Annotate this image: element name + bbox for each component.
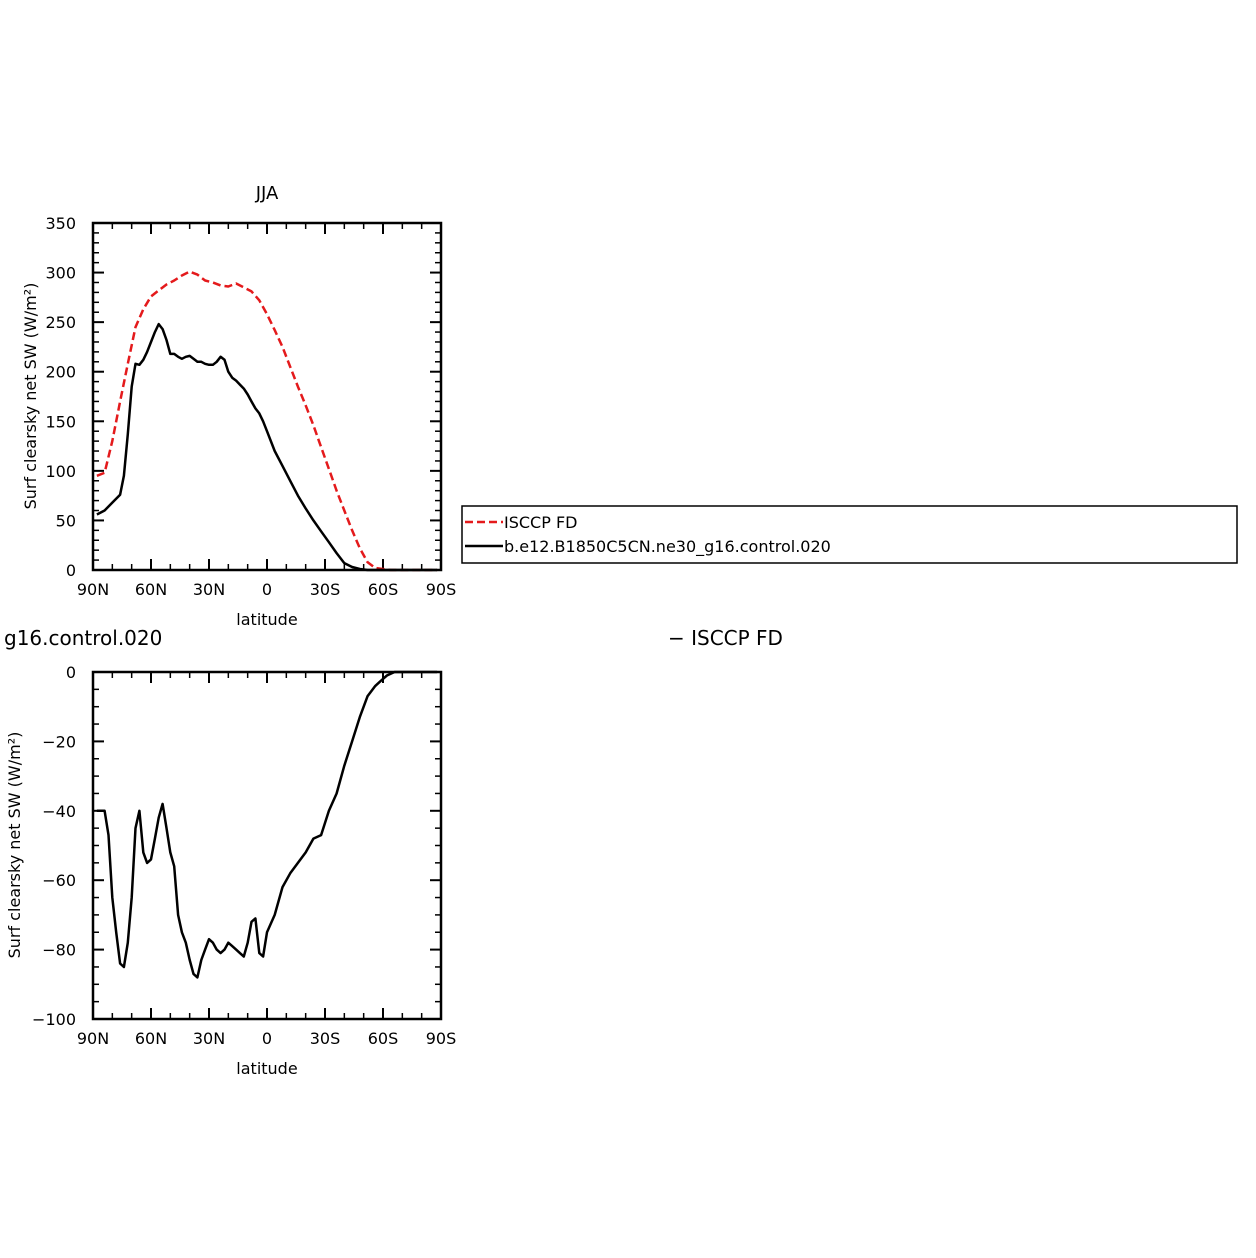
x-tick-label: 90N <box>77 580 109 599</box>
top-chart-lines <box>96 270 438 572</box>
bottom-chart-title-right: − ISCCP FD <box>668 626 783 650</box>
x-tick-label: 60N <box>135 1029 167 1048</box>
legend-label-model: b.e12.B1850C5CN.ne30_g16.control.020 <box>504 537 831 557</box>
x-tick-label: 60S <box>368 1029 399 1048</box>
bottom-chart-ticks: 90N 60N 30N 0 30S 60S 90S 0 −20 −40 −60 −80 −100 <box>32 663 456 1048</box>
top-chart-ticks: 90N 60N 30N 0 30S 60S 90S 0 50 100 150 200 250 300 350 <box>45 214 456 599</box>
top-chart-title: JJA <box>255 183 279 204</box>
bottom-chart-lines <box>96 670 438 979</box>
y-tick-label: −40 <box>42 802 76 821</box>
legend-box <box>461 505 1238 564</box>
y-tick-label: 250 <box>45 313 76 332</box>
y-tick-label: 200 <box>45 363 76 382</box>
y-tick-label: 0 <box>66 663 76 682</box>
x-tick-label: 90N <box>77 1029 109 1048</box>
top-chart-xlabel: latitude <box>236 610 297 629</box>
top-chart: JJA Surf clearsky net SW (W/m²) latitude… <box>21 183 456 629</box>
x-tick-label: 0 <box>262 1029 272 1048</box>
x-tick-label: 30N <box>193 580 225 599</box>
y-tick-label: 300 <box>45 264 76 283</box>
y-tick-label: 350 <box>45 214 76 233</box>
x-tick-label: 0 <box>262 580 272 599</box>
bottom-chart-title: g16.control.020 <box>4 626 162 650</box>
y-tick-label: 150 <box>45 412 76 431</box>
x-tick-label: 90S <box>426 1029 457 1048</box>
y-tick-label: −100 <box>32 1010 76 1029</box>
bottom-chart: g16.control.020 − ISCCP FD Surf clearsky… <box>4 626 783 1078</box>
top-chart-plot-frame <box>91 221 443 572</box>
bottom-chart-ylabel: Surf clearsky net SW (W/m²) <box>5 732 24 959</box>
y-tick-label: −60 <box>42 871 76 890</box>
y-tick-label: −20 <box>42 732 76 751</box>
y-tick-label: −80 <box>42 941 76 960</box>
series-line-2 <box>96 322 438 572</box>
y-tick-label: 0 <box>66 561 76 580</box>
x-tick-label: 30S <box>310 580 341 599</box>
bottom-chart-plot-frame <box>91 670 443 1021</box>
series-line-1 <box>96 670 438 979</box>
x-tick-label: 30S <box>310 1029 341 1048</box>
series-line-1 <box>96 270 438 572</box>
y-tick-label: 50 <box>56 511 76 530</box>
x-tick-label: 90S <box>426 580 457 599</box>
legend: ISCCP FD b.e12.B1850C5CN.ne30_g16.contro… <box>461 505 1238 564</box>
legend-label-isccp: ISCCP FD <box>504 513 577 532</box>
top-chart-ylabel: Surf clearsky net SW (W/m²) <box>21 283 40 510</box>
x-tick-label: 60S <box>368 580 399 599</box>
x-tick-label: 30N <box>193 1029 225 1048</box>
bottom-chart-xlabel: latitude <box>236 1059 297 1078</box>
x-tick-label: 60N <box>135 580 167 599</box>
y-tick-label: 100 <box>45 462 76 481</box>
